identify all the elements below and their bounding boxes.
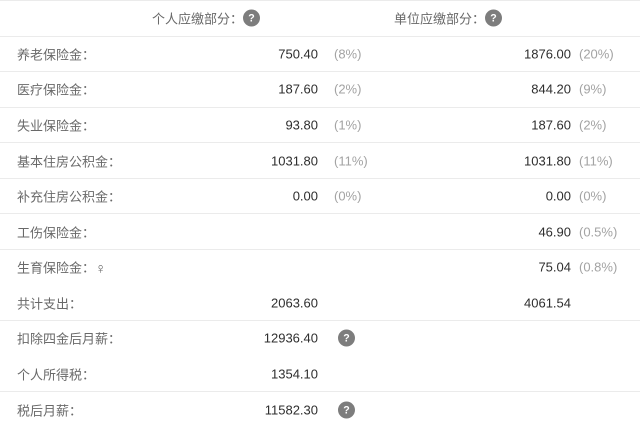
svg-text:?: ? xyxy=(343,404,349,416)
svg-text:?: ? xyxy=(490,13,496,25)
svg-text:?: ? xyxy=(248,13,254,25)
svg-text:?: ? xyxy=(343,333,349,345)
